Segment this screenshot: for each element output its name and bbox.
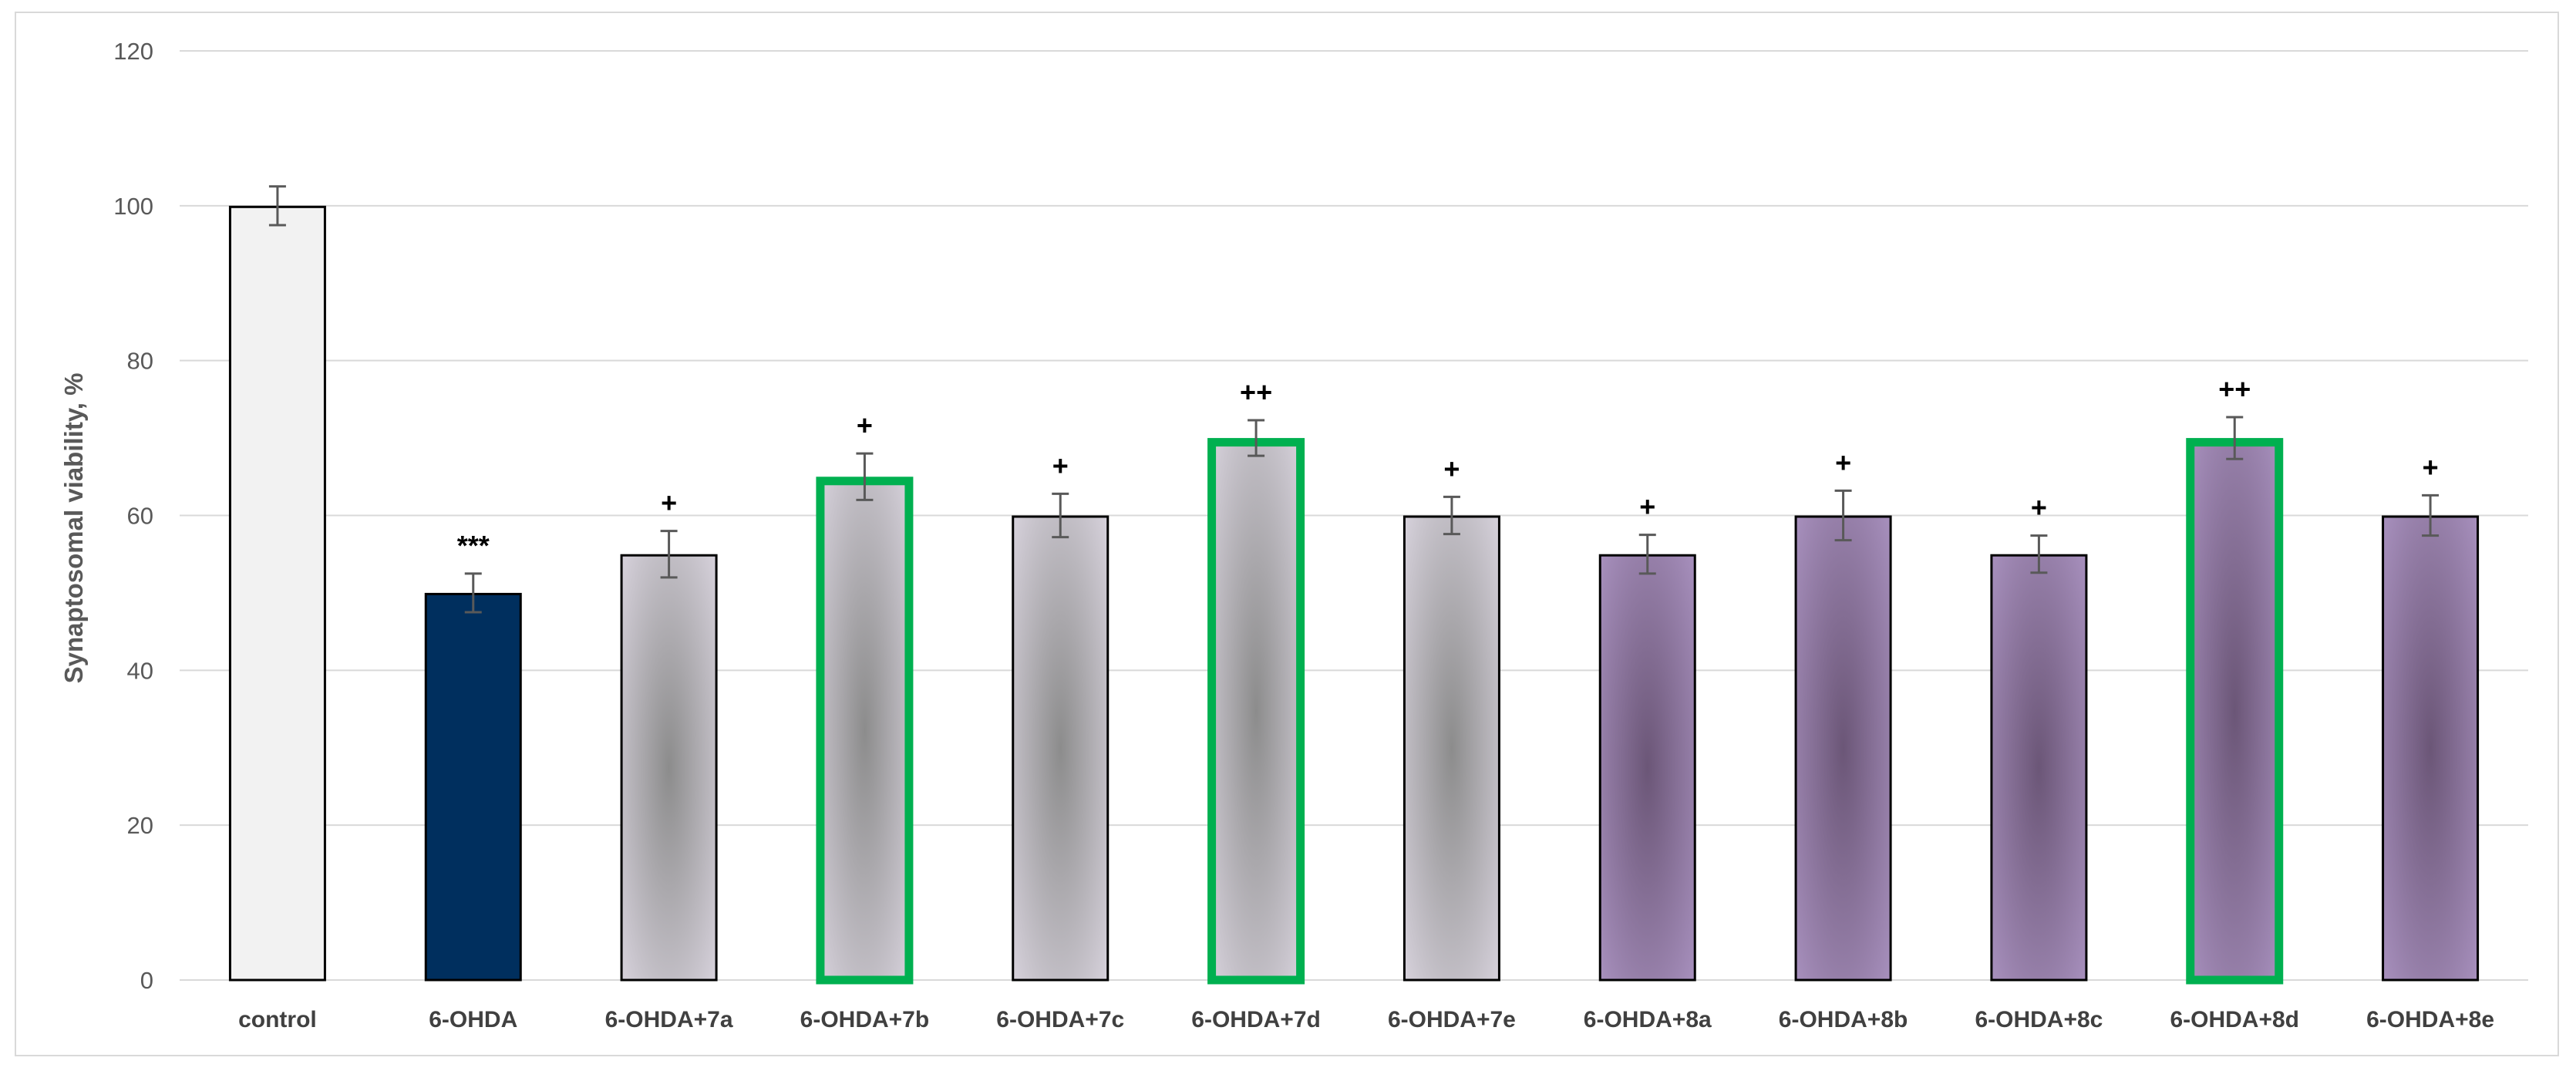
bar-6-OHDA+8e — [2382, 515, 2480, 982]
y-tick-label: 120 — [113, 38, 153, 65]
significance-6-OHDA+7d: ++ — [1240, 376, 1272, 408]
error-bar-6-OHDA+8b — [1834, 489, 1852, 542]
bar-6-OHDA+7c — [1012, 515, 1110, 982]
y-tick-label: 40 — [127, 657, 153, 684]
significance-6-OHDA+8e: + — [2423, 451, 2439, 483]
x-label-6-OHDA+8a: 6-OHDA+8a — [1584, 1007, 1712, 1032]
y-tick-label: 0 — [140, 967, 153, 994]
x-label-6-OHDA+7c: 6-OHDA+7c — [996, 1007, 1124, 1032]
y-axis-title: Synaptosomal viability, % — [59, 373, 88, 684]
bar-6-OHDA+7a — [620, 554, 718, 982]
bar-control — [228, 205, 326, 982]
x-label-6-OHDA+7b: 6-OHDA+7b — [800, 1007, 930, 1032]
significance-6-OHDA+8c: + — [2031, 492, 2047, 524]
x-label-6-OHDA+8d: 6-OHDA+8d — [2170, 1007, 2299, 1032]
x-axis-labels: control 6-OHDA 6-OHDA+7a 6-OHDA+7b 6-OHDA+7c… — [238, 1007, 2494, 1032]
x-label-6-OHDA+7a: 6-OHDA+7a — [605, 1007, 733, 1032]
x-label-6-OHDA+7e: 6-OHDA+7e — [1388, 1007, 1516, 1032]
significance-6-OHDA+7b: + — [857, 409, 873, 441]
bar-6-OHDA — [424, 592, 522, 982]
error-bar-6-OHDA+8d — [2226, 416, 2244, 460]
bars — [228, 205, 2480, 985]
error-bars — [268, 185, 2440, 614]
y-tick-label: 20 — [127, 812, 153, 839]
bar-6-OHDA+7d — [1207, 438, 1305, 985]
error-bar-6-OHDA+7b — [856, 452, 874, 501]
error-bar-control — [268, 185, 286, 227]
bar-6-OHDA+8a — [1598, 554, 1696, 982]
x-label-6-OHDA+7d: 6-OHDA+7d — [1191, 1007, 1321, 1032]
y-axis-ticks: 0 20 40 60 80 100 120 — [113, 38, 153, 994]
bar-6-OHDA+7b — [816, 477, 914, 985]
error-bar-6-OHDA+8a — [1638, 534, 1656, 575]
error-bar-6-OHDA+8c — [2030, 534, 2048, 574]
x-label-6-OHDA+8c: 6-OHDA+8c — [1975, 1007, 2103, 1032]
significance-6-OHDA+8a: + — [1639, 491, 1655, 523]
x-label-6-OHDA: 6-OHDA — [429, 1007, 517, 1032]
error-bar-6-OHDA+7c — [1052, 492, 1069, 539]
significance-6-OHDA: *** — [457, 530, 490, 561]
error-bar-6-OHDA+7e — [1443, 495, 1460, 536]
significance-6-OHDA+7c: + — [1052, 450, 1069, 481]
significance-6-OHDA+8d: ++ — [2218, 373, 2251, 405]
significance-6-OHDA+8b: + — [1835, 446, 1851, 478]
significance-markers: ***++++++++++++ — [457, 373, 2439, 561]
significance-6-OHDA+7e: + — [1443, 453, 1460, 484]
bar-6-OHDA+7e — [1402, 515, 1500, 982]
chart-frame: 0 20 40 60 80 100 120 *** + + + ++ + + + + ++ + control 6… — [15, 12, 2559, 1056]
y-tick-label: 100 — [113, 193, 153, 220]
x-label-6-OHDA+8b: 6-OHDA+8b — [1779, 1007, 1908, 1032]
bar-6-OHDA+8d — [2186, 438, 2284, 985]
bar-6-OHDA+8b — [1794, 515, 1892, 982]
y-tick-label: 60 — [127, 503, 153, 530]
error-bar-6-OHDA+8e — [2422, 493, 2440, 537]
gridlines — [180, 50, 2528, 981]
x-label-6-OHDA+8e: 6-OHDA+8e — [2366, 1007, 2494, 1032]
error-bar-6-OHDA+7a — [660, 530, 678, 579]
x-label-control: control — [238, 1007, 317, 1032]
bar-6-OHDA+8c — [1990, 554, 2088, 982]
error-bar-6-OHDA — [464, 572, 482, 614]
significance-6-OHDA+7a: + — [661, 487, 677, 519]
error-bar-6-OHDA+7d — [1248, 419, 1265, 457]
y-tick-label: 80 — [127, 348, 153, 375]
